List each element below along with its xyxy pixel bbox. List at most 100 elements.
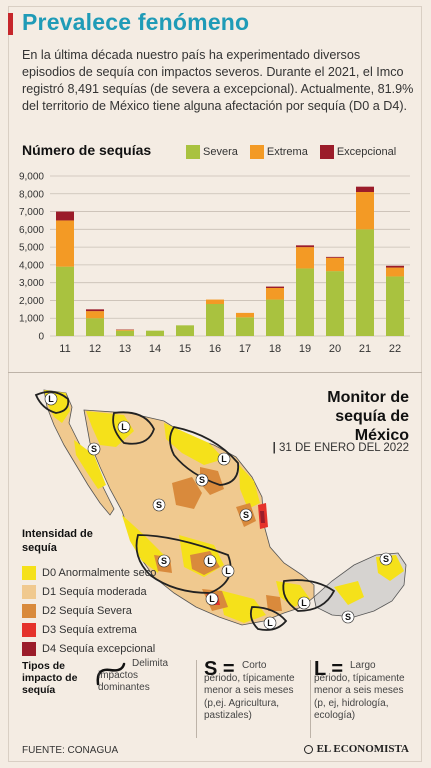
- legend-separator: [310, 660, 311, 738]
- x-tick-label: 16: [209, 343, 221, 355]
- bar-extrema-17: [236, 312, 254, 318]
- bar-severa-11: [56, 266, 74, 336]
- bar-extrema-11: [56, 220, 74, 267]
- map-date-text: 31 DE ENERO DEL 2022: [279, 442, 409, 454]
- bar-excepcional-18: [266, 286, 284, 288]
- map-label-L: L: [205, 592, 219, 606]
- map-label-L: L: [221, 564, 235, 578]
- short-term-letter: S =: [204, 658, 235, 680]
- intensity-label-d2: D2 Sequía Severa: [42, 604, 132, 617]
- x-tick-label: 18: [269, 343, 281, 355]
- intensity-swatch-d3: [22, 622, 36, 637]
- bar-excepcional-21: [356, 186, 374, 192]
- intensity-title: Intensidad de sequía: [22, 528, 93, 554]
- svg-text:L: L: [209, 594, 215, 604]
- impact-boundaries: [34, 390, 336, 631]
- bar-excepcional-19: [296, 245, 314, 248]
- brand-mark-icon: [303, 744, 313, 754]
- x-tick-label: 20: [329, 343, 341, 355]
- legend-item-severa: Severa: [186, 145, 238, 159]
- impact-types-legend: Tipos de impacto de sequía Delimita impa…: [8, 654, 422, 740]
- d0-zones: [44, 390, 404, 623]
- intensity-swatch-d2: [22, 603, 36, 618]
- bar-severa-18: [266, 299, 284, 336]
- mexico-drought-map: L L S L S S S S L L L L L S S: [34, 389, 407, 631]
- brand-logo: EL ECONOMISTA: [303, 743, 409, 755]
- svg-text:S: S: [156, 500, 162, 510]
- svg-text:S: S: [383, 554, 389, 564]
- x-tick-label: 17: [239, 343, 251, 355]
- bar-severa-15: [176, 325, 194, 336]
- svg-text:L: L: [221, 454, 227, 464]
- map-date: | 31 DE ENERO DEL 2022: [273, 442, 409, 454]
- map-label-L: L: [117, 420, 131, 434]
- intensity-label-d4: D4 Sequía excepcional: [42, 642, 156, 655]
- bar-extrema-20: [326, 257, 344, 272]
- x-tick-label: 14: [149, 343, 161, 355]
- intensity-swatch-d4: [22, 641, 36, 656]
- bar-extrema-22: [386, 267, 404, 277]
- y-tick-label: 0: [38, 332, 44, 343]
- map-label-S: S: [195, 473, 209, 487]
- y-tick-label: 3,000: [19, 278, 44, 289]
- bar-severa-12: [86, 318, 104, 336]
- bar-severa-21: [356, 229, 374, 336]
- map-label-L: L: [263, 616, 277, 630]
- legend-item-extrema: Extrema: [249, 145, 308, 159]
- bar-severa-19: [296, 268, 314, 336]
- map-title-line: México: [354, 427, 409, 444]
- bar-excepcional-20: [326, 256, 344, 258]
- map-label-S: S: [152, 498, 166, 512]
- map-title-line: sequía de: [335, 408, 409, 425]
- legend-item-excepcional: Excepcional: [319, 145, 397, 159]
- map-title-line: Monitor de: [327, 389, 409, 406]
- y-tick-label: 2,000: [19, 296, 44, 307]
- intensity-item-d0: D0 Anormalmente seco: [22, 563, 156, 582]
- bar-extrema-19: [296, 247, 314, 269]
- long-term-description: Largo periodo, típicamente menor a seis …: [314, 660, 405, 721]
- svg-text:S: S: [345, 612, 351, 622]
- svg-text:S: S: [199, 475, 205, 485]
- intensity-item-d3: D3 Sequía extrema: [22, 620, 156, 639]
- map-label-L: L: [44, 392, 58, 406]
- bar-extrema-13: [116, 329, 134, 331]
- map-label-L: L: [297, 596, 311, 610]
- y-tick-label: 8,000: [19, 189, 44, 200]
- boundary-line-icon: [96, 662, 126, 686]
- intensity-label-d0: D0 Anormalmente seco: [42, 566, 157, 579]
- impact-types-title: Tipos de impacto de sequía: [22, 660, 78, 696]
- legend-swatch-severa: [186, 145, 200, 159]
- page-title: Prevalece fenómeno: [22, 9, 250, 35]
- svg-text:L: L: [301, 598, 307, 608]
- y-tick-label: 6,000: [19, 225, 44, 236]
- x-tick-label: 11: [59, 343, 70, 355]
- intro-paragraph: En la última década nuestro país ha expe…: [22, 48, 414, 113]
- title-accent-bar: [8, 13, 13, 35]
- bar-severa-16: [206, 304, 224, 336]
- legend-separator: [196, 660, 197, 738]
- intensity-label-d1: D1 Sequía moderada: [42, 585, 147, 598]
- impact-letters: L L S L S S S S L L L L L S S: [44, 392, 393, 630]
- short-term-description: Corto periodo, típicamente menor a seis …: [204, 660, 295, 721]
- legend-label-extrema: Extrema: [266, 146, 308, 158]
- legend-swatch-excepcional: [319, 145, 334, 159]
- chart-title: Número de sequías: [22, 142, 152, 158]
- x-tick-label: 21: [359, 343, 371, 355]
- legend-label-severa: Severa: [203, 146, 238, 158]
- bar-severa-22: [386, 276, 404, 336]
- long-term-letter: L =: [314, 658, 344, 680]
- bar-excepcional-22: [386, 265, 404, 268]
- x-tick-label: 22: [389, 343, 401, 355]
- y-tick-label: 5,000: [19, 243, 44, 254]
- map-date-separator: |: [272, 442, 276, 454]
- svg-text:L: L: [48, 394, 54, 404]
- section-divider: [8, 372, 422, 373]
- svg-text:S: S: [243, 510, 249, 520]
- legend-label-excepcional: Excepcional: [336, 146, 397, 158]
- bar-excepcional-11: [56, 211, 74, 221]
- bar-severa-13: [116, 330, 134, 336]
- bar-extrema-21: [356, 192, 374, 230]
- intensity-item-d4: D4 Sequía excepcional: [22, 639, 156, 658]
- bar-extrema-16: [206, 299, 224, 304]
- y-tick-label: 9,000: [19, 172, 44, 183]
